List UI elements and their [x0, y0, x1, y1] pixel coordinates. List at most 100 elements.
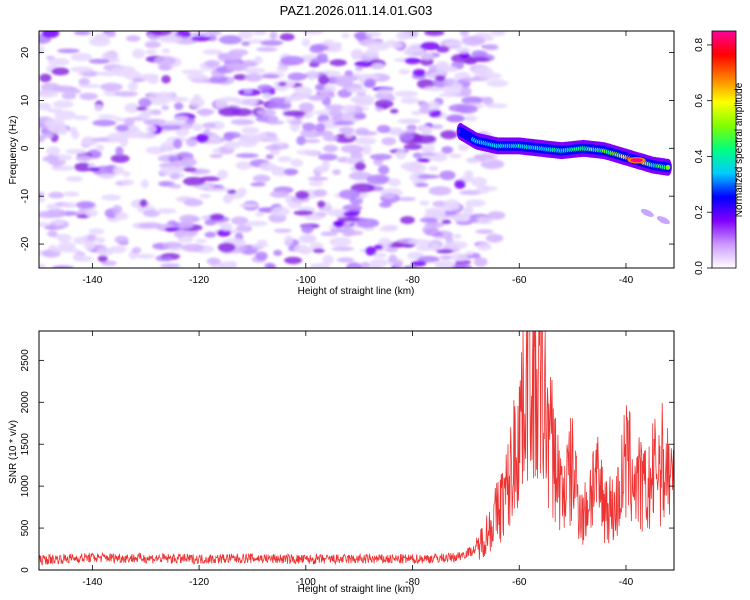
signal-band-core: [665, 164, 671, 170]
spectrogram-noise-blob: [73, 31, 91, 36]
spectrogram-noise-blob: [394, 90, 419, 98]
spectrogram-noise-blob: [455, 104, 478, 114]
spectrogram-noise-blob: [120, 179, 135, 186]
spectrogram-noise-blob: [381, 137, 397, 146]
spectrogram-noise-blob: [246, 220, 268, 227]
spectrogram-noise-blob: [354, 127, 370, 136]
spectrogram-noise-blob: [218, 35, 243, 45]
spectrogram-noise-blob: [235, 224, 253, 233]
spectrogram-noise-blob: [95, 144, 105, 152]
spectrogram-noise-blob: [422, 224, 439, 235]
spectrogram-noise-blob: [328, 43, 343, 49]
spectrogram-noise-blob: [100, 82, 123, 92]
spectrogram-noise-blob: [444, 41, 462, 47]
spectrogram-noise-blob: [204, 231, 216, 238]
x-tick-label: -100: [296, 577, 316, 588]
spectrogram-noise-blob: [51, 67, 70, 76]
y-tick-label: 1500: [20, 433, 31, 456]
spectrogram-noise-blob: [145, 125, 157, 133]
spectrogram-noise-blob: [351, 94, 375, 104]
spectrogram-noise-blob: [471, 253, 481, 259]
spectrogram-noise-blob: [79, 92, 98, 101]
spectrogram-noise-blob: [262, 92, 272, 100]
spectrogram-noise-blob: [183, 198, 204, 207]
spectrogram-noise-blob: [426, 101, 441, 111]
spectrogram-noise-blob: [296, 149, 319, 155]
spectrogram-noise-blob: [389, 108, 399, 114]
spectrogram-noise-blob: [112, 166, 125, 175]
spectrogram-noise-blob: [42, 155, 60, 162]
spectrogram-noise-blob: [323, 144, 338, 153]
spectrogram-noise-blob: [65, 176, 84, 182]
spectrogram-noise-blob: [235, 153, 259, 159]
spectrogram-noise-blob: [159, 124, 182, 131]
y-tick-label: 20: [20, 47, 31, 59]
spectrogram-noise-blob: [398, 69, 411, 75]
spectrogram-noise-blob: [461, 96, 483, 105]
y-tick-label: 2000: [20, 391, 31, 414]
spectrogram-noise-blob: [441, 219, 452, 225]
spectrogram-noise-blob: [338, 126, 355, 134]
spectrogram-noise-blob: [255, 251, 268, 261]
spectrogram-noise-blob: [114, 235, 129, 244]
spectrogram-noise-blob: [139, 73, 160, 80]
spectrogram-noise-blob: [476, 242, 492, 251]
spectrogram-noise-blob: [47, 230, 58, 237]
spectrogram-noise-blob: [252, 31, 267, 36]
spectrogram-noise-blob: [174, 102, 184, 110]
spectrogram-noise-blob: [88, 58, 110, 64]
spectrogram-noise-blob: [252, 243, 269, 248]
spectrogram-noise-blob: [365, 246, 377, 256]
spectrogram-noise-blob: [282, 110, 306, 117]
spectrogram-noise-blob: [196, 108, 215, 116]
spectrogram-noise-blob: [360, 261, 371, 268]
spectrogram-noise-blob: [420, 57, 434, 66]
spectrogram-noise-blob: [41, 133, 55, 139]
spectrogram-noise-blob: [62, 202, 78, 208]
spectrogram-noise-blob: [265, 136, 280, 143]
spectrogram-noise-blob: [175, 127, 190, 137]
spectrogram-noise-blob: [39, 45, 45, 54]
spectrogram-noise-blob: [485, 233, 504, 243]
spectrogram-noise-blob: [85, 209, 98, 217]
spectrogram-noise-blob: [269, 31, 278, 40]
spectrogram-noise-blob: [259, 162, 276, 171]
spectrogram-noise-blob: [461, 77, 480, 82]
spectrogram-noise-blob: [97, 255, 108, 263]
spectrogram-noise-blob: [303, 139, 321, 144]
spectrogram-noise-blob: [268, 97, 286, 104]
colorbar-tick-label: 0.8: [694, 38, 705, 52]
spectrogram-noise-blob: [147, 98, 170, 105]
spectrogram-noise-blob: [284, 235, 294, 246]
x-tick-label: -140: [82, 275, 102, 286]
spectrogram-noise-blob: [261, 74, 280, 79]
spectrogram-noise-blob: [205, 31, 222, 36]
spectrogram-noise-blob: [284, 256, 303, 265]
colorbar-tick-label: 0.6: [694, 93, 705, 107]
spectrogram-noise-blob: [417, 255, 440, 263]
spectrogram-noise-blob: [39, 263, 46, 268]
spectrogram-noise-blob: [307, 176, 329, 181]
spectrogram-noise-blob: [271, 206, 290, 217]
spectrogram-noise-blob: [202, 122, 217, 129]
spectrogram-noise-blob: [336, 217, 361, 222]
spectrogram-noise-blob: [200, 215, 211, 220]
spectrogram-noise-blob: [81, 136, 95, 147]
colorbar-ticks: 0.0 0.2 0.4 0.6 0.8: [694, 38, 712, 275]
spectrogram-noise-blob: [125, 35, 141, 42]
spectrogram-noise-blob: [186, 73, 208, 81]
spectrogram-noise-blob: [318, 153, 338, 161]
spectrogram-noise-blob: [161, 48, 171, 54]
spectrogram-noise-blob: [235, 161, 253, 170]
spectrogram-noise-blob: [435, 64, 450, 74]
spectrogram-noise-blob: [142, 119, 159, 124]
spectrogram-noise-blob: [226, 62, 248, 72]
signal-peak-core: [630, 158, 643, 163]
spectrogram-noise-blob: [147, 92, 165, 100]
spectrogram-noise-blob: [329, 59, 347, 67]
snr-x-label: Height of straight line (km): [298, 584, 415, 595]
spectrogram-noise-blob: [342, 204, 363, 212]
spectrogram-noise-blob: [167, 121, 176, 126]
spectrogram-noise-blob: [132, 77, 142, 83]
